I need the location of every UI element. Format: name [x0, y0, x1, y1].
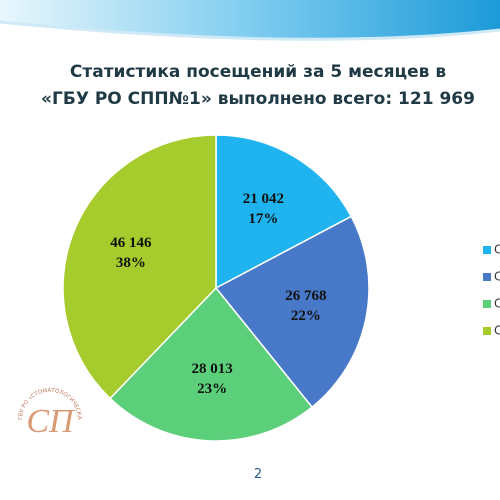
chart-title: Статистика посещений за 5 месяцев в [70, 62, 446, 82]
pie-slice [109, 286, 314, 442]
data-label: 46 146 [110, 235, 152, 251]
legend-label: С [494, 270, 500, 284]
legend-label: С [494, 324, 500, 338]
logo-mark: СП [26, 403, 76, 440]
header-swoosh [0, 0, 500, 40]
percent-label: 22% [291, 308, 321, 324]
data-label: 21 042 [243, 191, 284, 207]
percent-label: 17% [248, 211, 278, 227]
chart-title: «ГБУ РО СПП№1» выполнено всего: 121 969 [41, 89, 475, 109]
legend-marker [483, 327, 491, 335]
legend-label: С [494, 243, 500, 257]
pie: 21 042 17% 26 768 22% 28 013 23% 46 146 38% [62, 134, 370, 442]
percent-label: 23% [197, 381, 227, 397]
legend-marker [483, 273, 491, 281]
pie-slice [62, 134, 217, 400]
page-number: 2 [254, 467, 262, 482]
percent-label: 38% [116, 255, 146, 271]
data-label: 28 013 [191, 361, 232, 377]
pie-slice [215, 134, 353, 290]
data-label: 26 768 [285, 288, 326, 304]
header-line [0, 20, 500, 41]
legend-label: С [494, 297, 500, 311]
legend-marker [483, 246, 491, 254]
legend-marker [483, 300, 491, 308]
pie-slice [214, 215, 370, 409]
